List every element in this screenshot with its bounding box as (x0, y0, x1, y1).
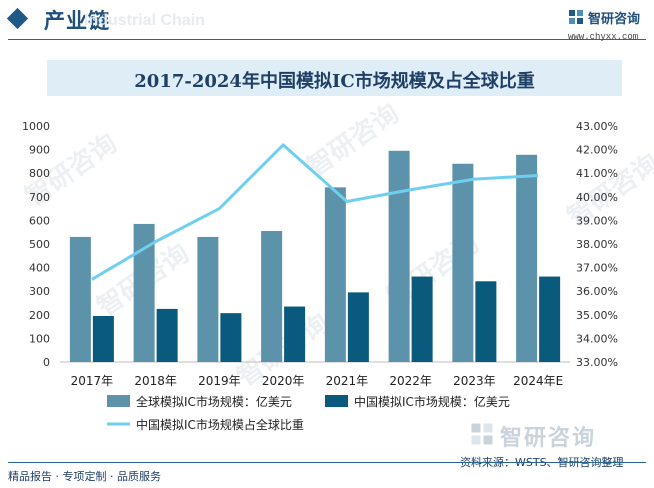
brand-logo-icon (569, 10, 583, 24)
brand-watermark-logo: 智研咨询 (470, 420, 640, 454)
y-left-tick-label: 0 (43, 356, 50, 369)
y-left-tick-label: 300 (29, 285, 50, 298)
y-left-tick-label: 200 (29, 309, 50, 322)
y-left-tick-label: 1000 (22, 120, 50, 133)
y-left-tick-label: 600 (29, 214, 50, 227)
bar-global-market (69, 236, 91, 362)
y-right-tick-label: 40.00% (576, 191, 618, 204)
bar-global-market (324, 187, 346, 362)
bar-china-market (92, 315, 114, 362)
footer: 精品报告 · 专项定制 · 品质服务 (0, 462, 654, 488)
y-left-tick-label: 100 (29, 332, 50, 345)
y-right-tick-label: 41.00% (576, 167, 618, 180)
header-divider (8, 39, 646, 40)
brand-logo[interactable]: 智研咨询 www.chyxx.com (568, 8, 650, 42)
legend-china-market-swatch (325, 395, 348, 407)
y-axis-right: 33.00% 34.00% 35.00% 36.00% 37.00% 38.00% 39.0… (576, 120, 618, 369)
header: 产业链 Industrial Chain (0, 0, 654, 44)
bar-china-market (539, 276, 561, 362)
y-right-tick-label: 33.00% (576, 356, 618, 369)
legend: 全球模拟IC市场规模：亿美元 中国模拟IC市场规模：亿美元中国模拟IC市场规模占全… (107, 394, 510, 432)
brand-logo-icon (471, 423, 493, 445)
bar-global-market (133, 223, 155, 362)
line-series (91, 143, 539, 281)
x-tick-label: 2023年 (453, 374, 496, 388)
legend-china-share-label: 中国模拟IC市场规模占全球比重 (136, 417, 304, 432)
y-right-tick-label: 38.00% (576, 238, 618, 251)
bar-china-market (284, 306, 306, 362)
y-left-tick-label: 900 (29, 144, 50, 157)
y-right-tick-label: 36.00% (576, 285, 618, 298)
bar-global-market (197, 236, 219, 362)
bar-global-market (516, 154, 538, 362)
bar-china-market (156, 308, 178, 362)
y-left-tick-label: 800 (29, 167, 50, 180)
y-left-tick-label: 700 (29, 191, 50, 204)
chart-title-band: 2017-2024年中国模拟IC市场规模及占全球比重 (47, 60, 622, 96)
bar-china-market (220, 313, 242, 362)
chart-title: 2017-2024年中国模拟IC市场规模及占全球比重 (134, 71, 535, 92)
y-left-tick-label: 500 (29, 238, 50, 251)
y-axis-left: 0 100 200 300 400 500 600 700 800 900 1000 (22, 120, 50, 369)
x-tick-label: 2018年 (134, 374, 177, 388)
x-axis: 2017年 2018年 2019年 2020年 2021年 2022年 2023年 2024年… (71, 374, 564, 388)
legend-china-market-label: 中国模拟IC市场规模：亿美元 (354, 394, 510, 409)
x-tick-label: 2022年 (389, 374, 432, 388)
line-china-share (91, 143, 539, 281)
bar-china-market (411, 276, 433, 362)
section-title: 产业链 (44, 9, 110, 33)
x-tick-label: 2019年 (198, 374, 241, 388)
brand-url[interactable]: www.chyxx.com (568, 32, 639, 42)
x-tick-label: 2020年 (262, 374, 305, 388)
y-left-tick-label: 400 (29, 262, 50, 275)
bar-global-market (452, 163, 474, 362)
footer-divider (8, 462, 646, 463)
footer-tagline: 精品报告 · 专项定制 · 品质服务 (8, 470, 161, 483)
x-tick-label: 2017年 (71, 374, 114, 388)
legend-global-market-label: 全球模拟IC市场规模：亿美元 (136, 394, 292, 409)
y-right-tick-label: 34.00% (576, 332, 618, 345)
header-watermark-text: Industrial Chain (84, 12, 205, 29)
bar-china-market (475, 281, 497, 362)
brand-watermark-name: 智研咨询 (500, 426, 597, 451)
y-right-tick-label: 35.00% (576, 309, 618, 322)
bar-global-market (388, 150, 410, 362)
y-right-tick-label: 37.00% (576, 262, 618, 275)
x-tick-label: 2021年 (326, 374, 369, 388)
y-right-tick-label: 43.00% (576, 120, 618, 133)
brand-name: 智研咨询 (588, 12, 641, 27)
y-right-tick-label: 39.00% (576, 214, 618, 227)
bar-china-market (347, 292, 369, 362)
bars (69, 150, 561, 362)
bar-global-market (261, 231, 283, 362)
y-right-tick-label: 42.00% (576, 144, 618, 157)
legend-global-market-swatch (107, 395, 130, 407)
x-tick-label: 2024年E (513, 374, 563, 388)
